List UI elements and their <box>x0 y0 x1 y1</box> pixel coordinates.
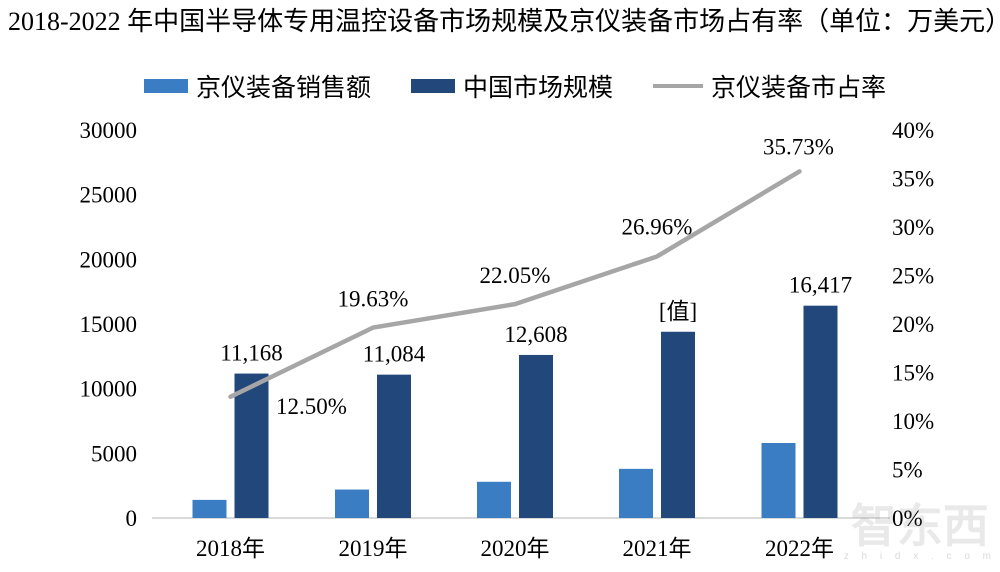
right-axis-tick: 35% <box>892 167 934 192</box>
legend: 京仪装备销售额 中国市场规模 京仪装备市占率 <box>144 68 886 104</box>
share-percent-label: 35.73% <box>763 134 834 159</box>
chart-title: 2018-2022 年中国半导体专用温控设备市场规模及京仪装备市场占有率（单位：… <box>8 7 1000 36</box>
legend-item-sales: 京仪装备销售额 <box>144 68 371 104</box>
market-value-label: 11,084 <box>363 342 426 367</box>
legend-label-sales: 京仪装备销售额 <box>196 75 372 102</box>
x-axis-label: 2018年 <box>196 536 265 561</box>
sales-bar <box>192 499 227 518</box>
market-value-label: [值] <box>659 299 697 324</box>
legend-label-market: 中国市场规模 <box>463 75 614 102</box>
x-axis-label: 2021年 <box>623 536 692 561</box>
share-percent-label: 12.50% <box>276 394 347 419</box>
share-line <box>228 169 802 399</box>
share-line-swatch-icon <box>653 84 704 88</box>
right-axis-tick: 0% <box>892 506 923 531</box>
right-axis-tick: 15% <box>892 361 934 386</box>
x-axis-label: 2019年 <box>339 536 408 561</box>
legend-label-share: 京仪装备市占率 <box>711 75 887 102</box>
x-axis-label: 2020年 <box>481 536 550 561</box>
legend-item-market: 中国市场规模 <box>411 68 613 104</box>
legend-item-share: 京仪装备市占率 <box>653 68 886 104</box>
left-axis-tick: 10000 <box>80 377 138 402</box>
sales-bar <box>619 468 653 518</box>
right-axis-tick: 5% <box>892 458 923 483</box>
left-axis-tick: 30000 <box>80 118 138 143</box>
market-bar <box>377 374 411 518</box>
share-percent-label: 19.63% <box>338 287 409 312</box>
share-percent-label: 22.05% <box>480 263 551 288</box>
market-bar <box>519 354 553 518</box>
left-axis-tick: 0 <box>126 506 138 531</box>
right-axis-tick: 40% <box>892 118 934 143</box>
market-bar <box>803 305 838 518</box>
sales-bar <box>477 481 511 518</box>
left-axis-tick: 25000 <box>80 183 138 208</box>
right-axis-tick: 20% <box>892 312 934 337</box>
market-value-label: 11,168 <box>220 341 282 366</box>
sales-bar <box>761 442 796 518</box>
sales-bar-swatch-icon <box>144 79 188 93</box>
right-axis-tick: 30% <box>892 215 934 240</box>
right-axis-tick: 25% <box>892 264 934 289</box>
right-axis-tick: 10% <box>892 409 934 434</box>
market-bar <box>234 373 269 518</box>
market-value-label: 12,608 <box>504 322 567 347</box>
sales-bar <box>335 489 369 518</box>
market-bar-swatch-icon <box>411 79 456 93</box>
left-axis-tick: 5000 <box>91 441 137 466</box>
share-percent-label: 26.96% <box>622 214 693 239</box>
market-bar <box>661 331 695 518</box>
left-axis-tick: 15000 <box>80 312 138 337</box>
market-value-label: 16,417 <box>789 273 852 298</box>
x-axis-label: 2022年 <box>765 536 834 561</box>
left-axis-tick: 20000 <box>80 247 138 272</box>
